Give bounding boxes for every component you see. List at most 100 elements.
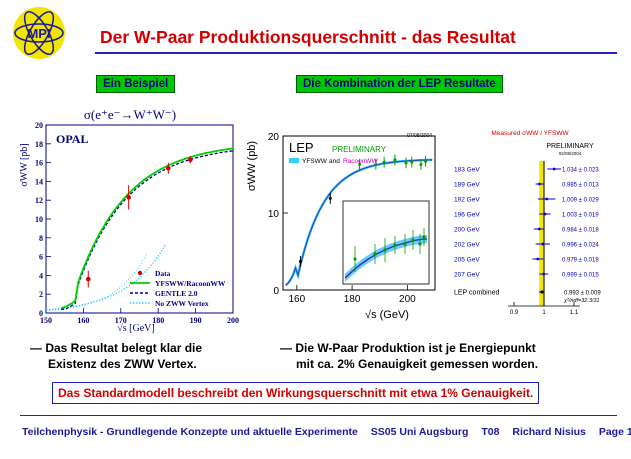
opal-ytick-label: 6 — [39, 253, 43, 262]
ratio-value-label: 0.985 ± 0.013 — [562, 183, 599, 189]
legend-yfsww: YFSWW/RacoonWW — [155, 279, 226, 288]
ratio-combined-point — [540, 290, 544, 294]
lep-point — [374, 162, 378, 166]
opal-chart: σ(e⁺e⁻→W⁺W⁻) 150 160 170 180 190 200 0 2 4 6 8 10 12… — [19, 107, 239, 334]
result-box: Das Standardmodell beschreibt den Wirkun… — [52, 382, 540, 404]
ratio-point — [543, 212, 547, 216]
opal-formula: σ(e⁺e⁻→W⁺W⁻) — [84, 107, 176, 122]
lep-ytick-label: 20 — [268, 132, 280, 143]
page-title: Der W-Paar Produktionsquerschnitt - das … — [100, 27, 516, 47]
lep-point — [424, 159, 428, 163]
lep-point — [393, 158, 397, 162]
ratio-value-label: 0.996 ± 0.024 — [562, 243, 599, 249]
opal-ytick-label: 8 — [39, 234, 43, 243]
opal-ytick-label: 4 — [39, 271, 43, 280]
ratio-combined-value: 0.993 ± 0.009 — [564, 291, 601, 297]
ratio-value-label: 1.034 ± 0.023 — [562, 168, 599, 174]
ratio-energy-label: 189 GeV — [454, 182, 480, 189]
lep-ytick-label: 10 — [268, 209, 280, 220]
mpi-logo: MPI — [13, 7, 65, 59]
opal-line-gentle — [61, 150, 234, 310]
ratio-combined-label: LEP combined — [454, 290, 500, 297]
ratio-chart: Measured σWW / YFSWW PRELIMINARY 02/08/2… — [454, 130, 601, 316]
ratio-value-label: 1.009 ± 0.029 — [562, 198, 599, 204]
opal-line-no-zww-band — [45, 252, 148, 312]
lep-chart: 160 180 200 0 10 20 LEP PRELIMINARY 07/08/200… — [246, 132, 436, 321]
opal-legend: Data YFSWW/RacoonWW GENTLE 2.0 No ZWW Ve… — [130, 269, 226, 308]
lep-xtick-label: 200 — [399, 294, 416, 305]
ratio-value-label: 1.003 ± 0.019 — [562, 213, 599, 219]
bullet-right: — Die W-Paar Produktion ist je Energiepu… — [280, 340, 538, 372]
footer-lecture: T08 — [481, 426, 500, 438]
opal-xtick-label: 200 — [227, 316, 239, 325]
lep-xlabel: √s (GeV) — [365, 309, 409, 321]
lep-point — [410, 160, 414, 164]
opal-ytick-label: 0 — [39, 309, 43, 318]
lep-name: LEP — [289, 140, 314, 155]
ratio-energy-label: 205 GeV — [454, 257, 480, 264]
ratio-energy-label: 183 GeV — [454, 167, 480, 174]
ratio-point — [552, 167, 556, 171]
lep-line — [285, 159, 433, 286]
ratio-band — [539, 161, 545, 306]
bullet-right-line2: mit ca. 2% Genauigkeit gemessen worden. — [296, 357, 539, 371]
opal-line-no-zww — [45, 243, 167, 311]
opal-ytick-label: 2 — [39, 290, 43, 299]
lep-point — [382, 160, 386, 164]
footer-rule — [20, 415, 617, 416]
lep-inset — [342, 200, 430, 285]
ratio-point — [542, 272, 546, 276]
opal-ytick-label: 10 — [35, 215, 43, 224]
opal-ytick-label: 16 — [35, 159, 43, 168]
ratio-energy-label: 207 GeV — [454, 272, 480, 279]
footer-term: SS05 Uni Augsburg — [370, 426, 469, 438]
bullet-left: — Das Resultat belegt klar die Existenz … — [30, 340, 202, 372]
opal-xlabel: √s [GeV] — [117, 323, 154, 334]
lep-point — [328, 196, 332, 200]
ratio-date: 02/08/2004 — [559, 151, 582, 156]
legend-no-zww: No ZWW Vertex — [155, 299, 209, 308]
lep-legend-swatch — [289, 158, 299, 163]
opal-ytick-label: 18 — [35, 140, 43, 149]
opal-xtick-label: 190 — [190, 316, 202, 325]
footer-course: Teilchenphysik - Grundlegende Konzepte u… — [22, 426, 358, 438]
ratio-point — [536, 257, 540, 261]
lep-point — [419, 162, 423, 166]
opal-xtick-label: 160 — [77, 316, 89, 325]
ratio-prelim: PRELIMINARY — [546, 143, 594, 150]
opal-point — [126, 195, 131, 200]
lep-point — [298, 260, 302, 264]
opal-ytick-label: 14 — [35, 177, 43, 186]
lep-point — [358, 162, 362, 166]
ratio-value-label: 0.999 ± 0.015 — [562, 273, 599, 279]
ratio-value-label: 0.984 ± 0.018 — [562, 228, 599, 234]
opal-ytick-label: 20 — [35, 121, 43, 130]
footer-author: Richard Nisius — [512, 426, 586, 438]
ratio-xtick-label: 1 — [542, 310, 546, 316]
legend-data: Data — [155, 269, 171, 278]
legend-gentle: GENTLE 2.0 — [155, 289, 198, 298]
ratio-energy-label: 196 GeV — [454, 212, 480, 219]
lep-point — [404, 161, 408, 165]
title-rule — [95, 52, 617, 54]
bullet-left-line2: Existenz des ZWW Vertex. — [48, 357, 197, 371]
footer: Teilchenphysik - Grundlegende Konzepte u… — [22, 426, 631, 438]
lep-legend-and: and — [329, 158, 340, 165]
lep-xtick-label: 180 — [344, 294, 361, 305]
ratio-energy-label: 192 GeV — [454, 197, 480, 204]
opal-line-yfsww — [60, 147, 234, 310]
ratio-chi2: χ²/ndf=32.3/31 — [563, 298, 600, 304]
ratio-energy-label: 202 GeV — [454, 242, 480, 249]
lep-ytick-label: 0 — [273, 286, 279, 297]
footer-page: Page 19 — [598, 426, 631, 438]
lep-date: 07/08/2004 — [407, 133, 432, 139]
ratio-point — [545, 197, 549, 201]
opal-xtick-label: 180 — [152, 316, 164, 325]
ratio-title: Measured σWW / YFSWW — [491, 130, 569, 137]
lep-xtick-label: 160 — [288, 294, 305, 305]
logo-text: MPI — [27, 26, 50, 41]
lep-ylabel: σWW (pb) — [246, 141, 258, 191]
opal-xtick-label: 170 — [115, 316, 127, 325]
ratio-point — [541, 242, 545, 246]
ratio-xtick-label: 0.9 — [510, 310, 519, 316]
